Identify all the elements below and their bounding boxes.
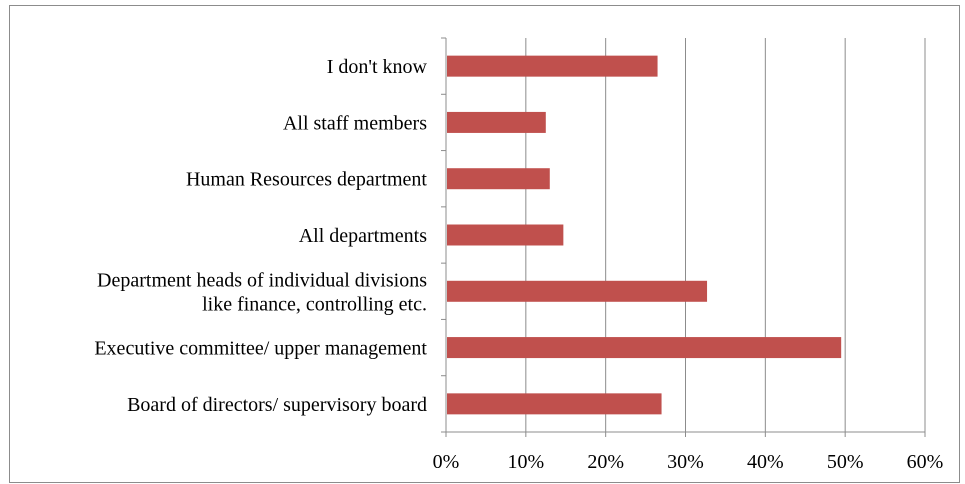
axes bbox=[441, 37, 926, 437]
x-tick-label: 20% bbox=[587, 451, 624, 473]
bars bbox=[447, 55, 842, 415]
x-tick-labels: 0% 10% 20% 30% 40% 50% 60% bbox=[433, 451, 944, 473]
category-label: Human Resources department bbox=[186, 169, 427, 191]
bar bbox=[447, 168, 550, 190]
bar bbox=[447, 224, 564, 246]
x-tick-label: 60% bbox=[907, 451, 944, 473]
bar bbox=[447, 111, 546, 133]
bar bbox=[447, 55, 658, 77]
category-label: Executive committee/ upper management bbox=[94, 338, 427, 360]
x-tick-label: 10% bbox=[507, 451, 544, 473]
gridlines bbox=[525, 38, 926, 432]
x-tick-label: 40% bbox=[747, 451, 784, 473]
x-tick-label: 30% bbox=[667, 451, 704, 473]
x-tick-label: 50% bbox=[827, 451, 864, 473]
category-label: Board of directors/ supervisory board bbox=[127, 394, 427, 416]
x-tick-label: 0% bbox=[433, 451, 460, 473]
category-label: I don't know bbox=[327, 56, 428, 78]
category-labels: I don't know All staff members Human Resou… bbox=[94, 56, 427, 416]
category-label: All staff members bbox=[283, 112, 427, 134]
bar bbox=[447, 337, 842, 359]
category-label: All departments bbox=[299, 225, 428, 247]
bar bbox=[447, 393, 662, 415]
bar bbox=[447, 280, 708, 302]
category-label: Department heads of individual divisions… bbox=[97, 269, 427, 315]
